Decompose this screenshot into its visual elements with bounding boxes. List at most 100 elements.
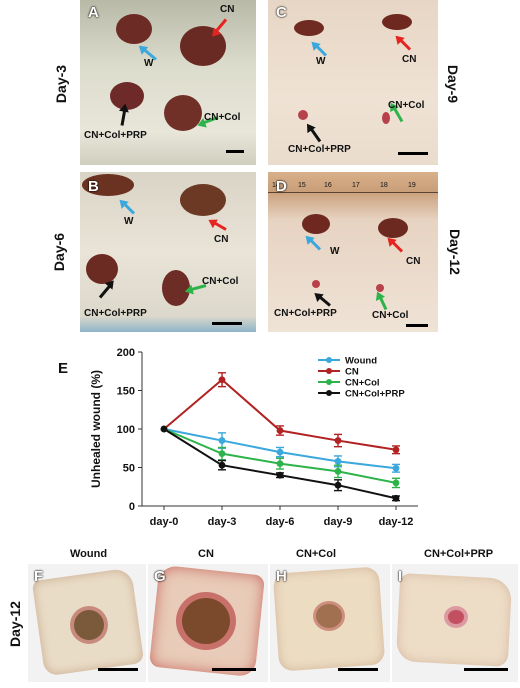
- wound-w: [82, 174, 134, 196]
- ruler-number: 17: [352, 182, 360, 189]
- arrow-w: [309, 238, 322, 251]
- panel-letter-d: D: [276, 178, 287, 195]
- label-cn: CN: [406, 256, 421, 267]
- scale-bar: [406, 324, 428, 327]
- wound-cn: [378, 218, 408, 238]
- x-tick-label: day-9: [324, 516, 353, 528]
- y-axis-label: Unhealed wound (%): [89, 370, 103, 488]
- panel-letter-g: G: [154, 568, 166, 585]
- panel-letter-c: C: [276, 4, 287, 21]
- panel-letter-b: B: [88, 178, 99, 195]
- ruler: 14 15 16 17 18 19: [268, 182, 438, 193]
- panel-letter-f: F: [34, 568, 44, 585]
- day-label-a: Day-3: [53, 64, 70, 104]
- legend-marker: [326, 379, 332, 385]
- label-w: W: [124, 216, 134, 227]
- scale-bar: [212, 322, 242, 325]
- data-point: [160, 425, 168, 433]
- label-cn: CN: [214, 234, 229, 245]
- wound-cn-col: [164, 95, 202, 131]
- photo-panel-b: B W CN CN+Col CN+Col+PRP: [80, 172, 256, 332]
- legend-label: CN+Col: [345, 378, 380, 389]
- line-chart: 0 50 100 150 200 day-0 day-3 day-6 day-9 day-12 Un…: [89, 347, 418, 528]
- y-tick-label: 150: [117, 386, 135, 398]
- data-point: [392, 494, 400, 502]
- ruler-number: 14: [272, 182, 280, 189]
- y-tick-label: 0: [129, 501, 135, 513]
- scale-bar: [398, 152, 428, 155]
- ruler-number: 16: [324, 182, 332, 189]
- label-cn: CN: [220, 4, 235, 15]
- data-point: [218, 450, 226, 458]
- legend-marker: [326, 368, 332, 374]
- title-i: CN+Col+PRP: [424, 548, 494, 560]
- ruler-number: 18: [380, 182, 388, 189]
- x-tick-label: day-3: [208, 516, 237, 528]
- wound-cn: [180, 184, 226, 216]
- data-point: [218, 437, 226, 444]
- data-point: [218, 376, 226, 384]
- label-w: W: [330, 246, 340, 257]
- arrow-cn-col-prp: [318, 295, 331, 307]
- data-point: [392, 446, 400, 454]
- legend-label: CN: [345, 367, 359, 378]
- scale-bar: [98, 668, 138, 671]
- data-point: [276, 471, 284, 479]
- wound-cn-col-prp: [298, 110, 308, 120]
- day-label-d: Day-12: [446, 229, 463, 275]
- wound-w: [302, 214, 330, 234]
- scale-bar: [212, 668, 256, 671]
- day-label-f: Day-12: [6, 601, 23, 647]
- wound-cn-col-prp: [312, 280, 320, 288]
- data-point: [276, 427, 284, 434]
- arrow-cn: [399, 38, 412, 51]
- wound-cn-col: [382, 112, 390, 124]
- arrow-cn-col-prp: [120, 109, 127, 126]
- x-tick-label: day-0: [150, 516, 179, 528]
- data-point: [392, 464, 400, 472]
- data-point: [334, 481, 342, 489]
- arrow-w: [123, 202, 136, 215]
- arrow-cn: [391, 240, 404, 253]
- data-point: [218, 461, 226, 469]
- x-tick-label: day-12: [379, 516, 414, 528]
- ruler-number: 15: [298, 182, 306, 189]
- arrow-cn-col-prp: [98, 284, 112, 299]
- arrow-cn: [213, 221, 227, 231]
- legend-marker: [326, 390, 332, 396]
- wound-w: [294, 20, 324, 36]
- legend-marker: [326, 357, 332, 363]
- title-f: Wound: [70, 548, 108, 560]
- day-label-c: Day-9: [445, 64, 462, 104]
- data-point: [334, 437, 342, 444]
- y-tick-label: 100: [117, 424, 135, 436]
- label-cn-col-prp: CN+Col+PRP: [274, 308, 337, 319]
- photo-panel-f: F: [28, 564, 146, 682]
- label-cn-col: CN+Col: [204, 112, 241, 123]
- label-cn-col: CN+Col: [372, 310, 409, 321]
- x-tick-label: day-6: [266, 516, 295, 528]
- data-point: [334, 457, 342, 465]
- photo-panel-d: 14 15 16 17 18 19 D W CN CN+Col+PRP CN+C…: [268, 172, 438, 332]
- photo-panel-a: A CN W CN+Col CN+Col+PRP: [80, 0, 256, 165]
- photo-panel-g: G: [148, 564, 268, 682]
- arrow-cn-col: [378, 296, 388, 311]
- y-tick-label: 50: [123, 463, 135, 475]
- label-cn-col: CN+Col: [202, 276, 239, 287]
- wound-area: [182, 598, 230, 644]
- legend-label: Wound: [345, 356, 377, 367]
- wound-area: [316, 604, 342, 628]
- scale-bar: [338, 668, 378, 671]
- scale-bar: [226, 150, 244, 153]
- y-tick-label: 200: [117, 347, 135, 359]
- data-point: [334, 467, 342, 475]
- arrow-cn: [214, 18, 228, 33]
- label-w: W: [144, 58, 154, 69]
- label-cn-col-prp: CN+Col+PRP: [84, 130, 147, 141]
- photo-panel-i: I: [392, 564, 518, 682]
- wound-cn-col: [376, 284, 384, 292]
- data-point: [392, 479, 400, 487]
- label-cn-col-prp: CN+Col+PRP: [84, 308, 147, 319]
- data-point: [276, 448, 284, 456]
- panel-letter-h: H: [276, 568, 287, 585]
